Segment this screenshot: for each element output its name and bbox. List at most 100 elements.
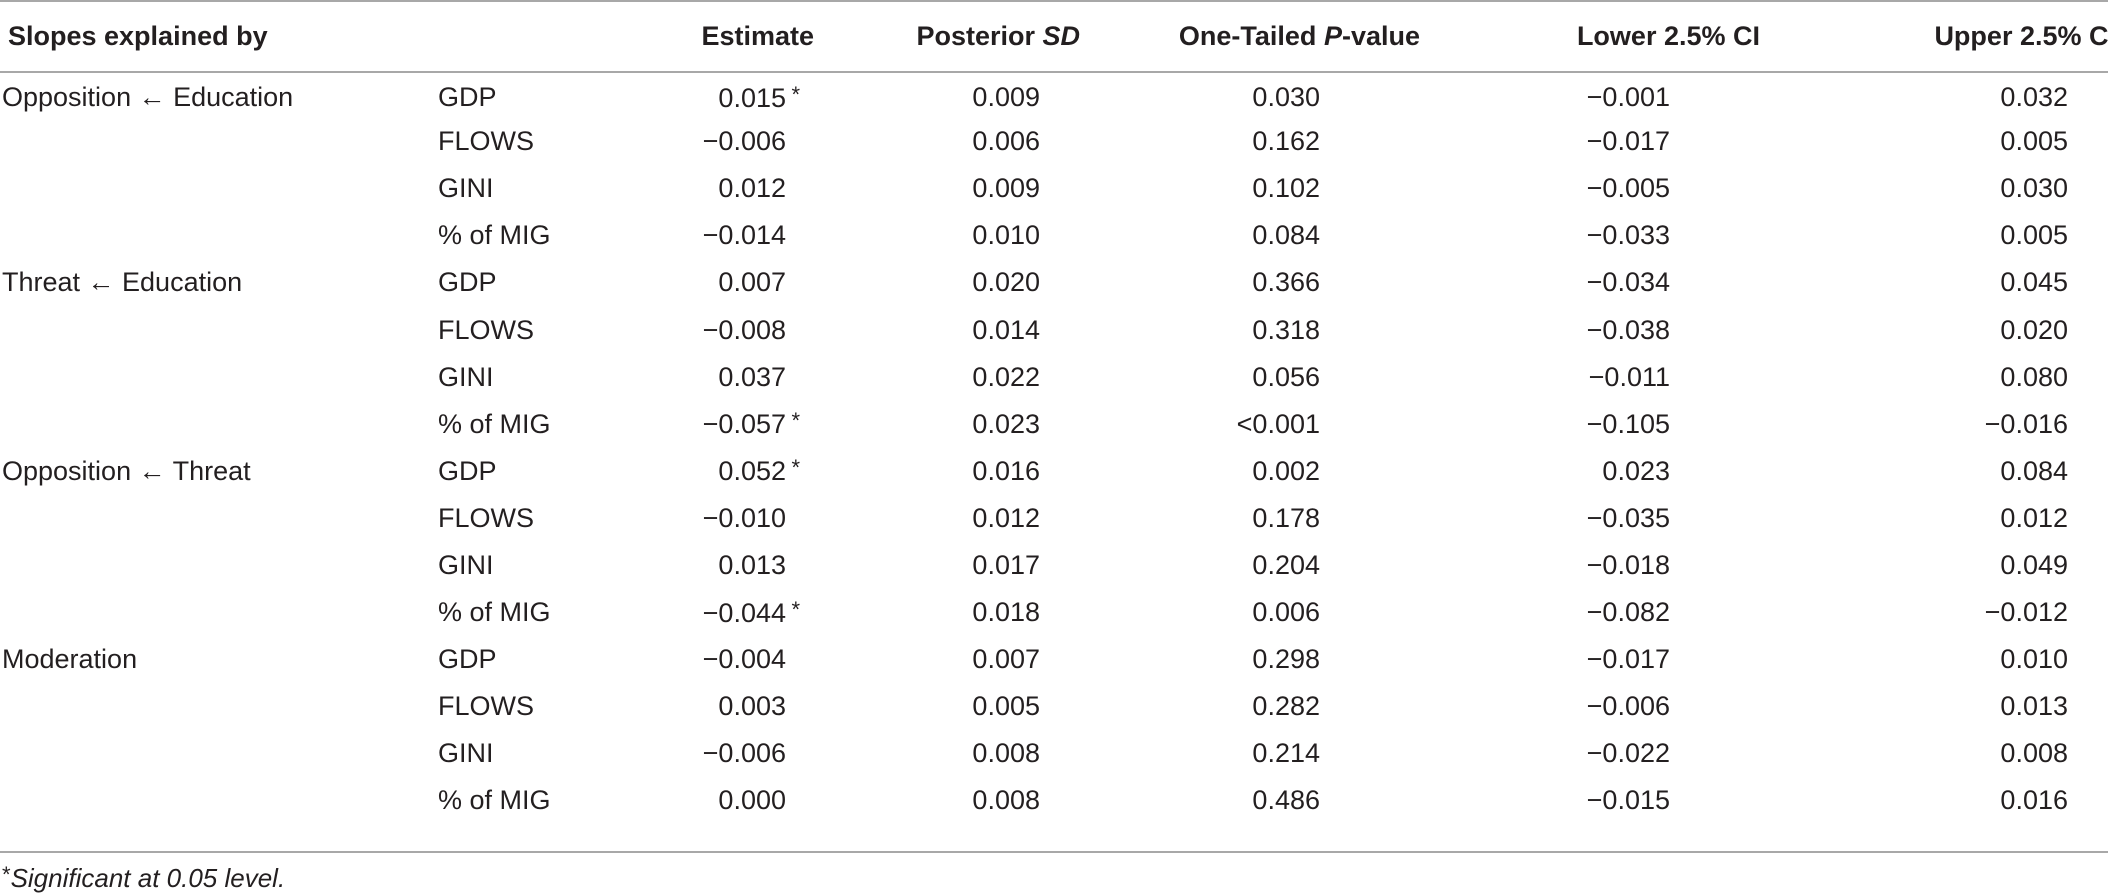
cell-estimate: 0.052 * <box>634 448 814 495</box>
cell-group <box>0 401 438 448</box>
cell-upper-ci: 0.049 <box>2000 549 2068 580</box>
cell-posterior-sd: 0.008 <box>972 785 1040 816</box>
cell-variable: GINI <box>438 173 494 204</box>
cell-group <box>0 165 438 212</box>
cell-variable: GDP <box>438 455 497 486</box>
cell-lower-ci: −0.015 <box>1586 785 1670 816</box>
cell-posterior-sd: 0.012 <box>972 502 1040 533</box>
cell-estimate: −0.057 * <box>634 401 814 448</box>
cell-p-value: 0.178 <box>1252 502 1320 533</box>
estimate-value: 0.000 <box>718 785 786 816</box>
footnote-mark: * <box>2 862 11 887</box>
table-row: Opposition ← Education GDP 0.015 * 0.009 0.03… <box>0 71 2108 118</box>
cell-posterior-sd: 0.022 <box>972 361 1040 392</box>
table-row: % of MIG −0.014 0.010 0.084 −0.033 0.005 <box>0 212 2108 259</box>
header-posterior-sd: Posterior SD <box>814 2 1080 71</box>
header-rule <box>0 71 2108 73</box>
header-one-tailed-p-value: One-Tailed P-value <box>1080 2 1420 71</box>
cell-estimate: −0.008 <box>634 306 814 353</box>
cell-estimate: 0.000 <box>634 777 814 824</box>
cell-lower-ci: −0.082 <box>1586 597 1670 628</box>
footnote: *Significant at 0.05 level. <box>2 862 285 894</box>
cell-upper-ci: −0.016 <box>1984 408 2068 439</box>
estimate-value: 0.012 <box>718 173 786 204</box>
cell-group <box>0 542 438 589</box>
estimate-value: −0.014 <box>702 220 786 251</box>
estimate-value: −0.006 <box>702 126 786 157</box>
cell-estimate: 0.007 <box>634 259 814 306</box>
cell-posterior-sd: 0.008 <box>972 738 1040 769</box>
cell-variable: % of MIG <box>438 597 551 628</box>
cell-variable: % of MIG <box>438 785 551 816</box>
estimate-value: −0.004 <box>702 644 786 675</box>
table-row: % of MIG −0.044 * 0.018 0.006 −0.082 −0.012 <box>0 589 2108 636</box>
table-header: Slopes explained by Estimate Posterior S… <box>0 2 2108 71</box>
cell-p-value: 0.030 <box>1252 82 1320 113</box>
cell-posterior-sd: 0.018 <box>972 597 1040 628</box>
cell-group <box>0 306 438 353</box>
cell-upper-ci: 0.080 <box>2000 361 2068 392</box>
cell-lower-ci: −0.033 <box>1586 220 1670 251</box>
header-sd-italic: SD <box>1042 21 1080 51</box>
cell-p-value: 0.282 <box>1252 691 1320 722</box>
header-p-suffix: -value <box>1341 21 1420 51</box>
cell-estimate: −0.006 <box>634 730 814 777</box>
cell-group: Opposition ← Threat <box>2 455 251 486</box>
cell-upper-ci: 0.016 <box>2000 785 2068 816</box>
cell-variable: GDP <box>438 644 497 675</box>
cell-lower-ci: −0.022 <box>1586 738 1670 769</box>
cell-posterior-sd: 0.007 <box>972 644 1040 675</box>
significance-star: * <box>791 455 800 481</box>
table-row: GINI −0.006 0.008 0.214 −0.022 0.008 <box>0 730 2108 777</box>
cell-posterior-sd: 0.014 <box>972 314 1040 345</box>
cell-upper-ci: 0.012 <box>2000 502 2068 533</box>
cell-upper-ci: −0.012 <box>1984 597 2068 628</box>
table-body: Opposition ← Education GDP 0.015 * 0.009 0.03… <box>0 71 2108 825</box>
cell-lower-ci: −0.005 <box>1586 173 1670 204</box>
cell-lower-ci: −0.105 <box>1586 408 1670 439</box>
table-row: FLOWS 0.003 0.005 0.282 −0.006 0.013 <box>0 683 2108 730</box>
header-p-italic: P <box>1323 21 1342 51</box>
cell-variable: GDP <box>438 267 497 298</box>
cell-upper-ci: 0.032 <box>2000 82 2068 113</box>
cell-p-value: <0.001 <box>1236 408 1320 439</box>
cell-p-value: 0.006 <box>1252 597 1320 628</box>
cell-group: Opposition ← Education <box>2 82 294 113</box>
cell-posterior-sd: 0.016 <box>972 455 1040 486</box>
bottom-rule <box>0 851 2108 853</box>
estimate-value: −0.010 <box>702 502 786 533</box>
cell-p-value: 0.318 <box>1252 314 1320 345</box>
cell-estimate: −0.006 <box>634 118 814 165</box>
estimate-value: 0.052 <box>718 456 786 487</box>
estimate-value: 0.037 <box>718 361 786 392</box>
cell-estimate: 0.015 * <box>634 71 814 118</box>
cell-lower-ci: −0.034 <box>1586 267 1670 298</box>
table-row: Opposition ← Threat GDP 0.052 * 0.016 0.002 0.… <box>0 448 2108 495</box>
cell-p-value: 0.486 <box>1252 785 1320 816</box>
cell-estimate: 0.012 <box>634 165 814 212</box>
header-upper-ci: Upper 2.5% CI <box>1934 21 2108 51</box>
cell-posterior-sd: 0.006 <box>972 126 1040 157</box>
cell-group <box>0 354 438 401</box>
cell-estimate: −0.014 <box>634 212 814 259</box>
cell-variable: GDP <box>438 82 497 113</box>
header-variable <box>438 2 634 71</box>
cell-variable: GINI <box>438 361 494 392</box>
estimate-value: −0.008 <box>702 314 786 345</box>
cell-posterior-sd: 0.005 <box>972 691 1040 722</box>
table-row: FLOWS −0.008 0.014 0.318 −0.038 0.020 <box>0 306 2108 353</box>
cell-p-value: 0.002 <box>1252 455 1320 486</box>
footnote-text: Significant at 0.05 level. <box>10 863 286 893</box>
estimate-value: 0.003 <box>718 691 786 722</box>
top-rule <box>0 0 2108 2</box>
cell-upper-ci: 0.045 <box>2000 267 2068 298</box>
cell-posterior-sd: 0.020 <box>972 267 1040 298</box>
table-row: % of MIG 0.000 0.008 0.486 −0.015 0.016 <box>0 777 2108 824</box>
cell-p-value: 0.366 <box>1252 267 1320 298</box>
header-lower-ci: Lower 2.5% CI <box>1576 21 1760 51</box>
cell-upper-ci: 0.030 <box>2000 173 2068 204</box>
table-row: GINI 0.037 0.022 0.056 −0.011 0.080 <box>0 354 2108 401</box>
cell-lower-ci: 0.023 <box>1602 455 1670 486</box>
estimate-value: 0.007 <box>718 267 786 298</box>
cell-variable: GINI <box>438 549 494 580</box>
